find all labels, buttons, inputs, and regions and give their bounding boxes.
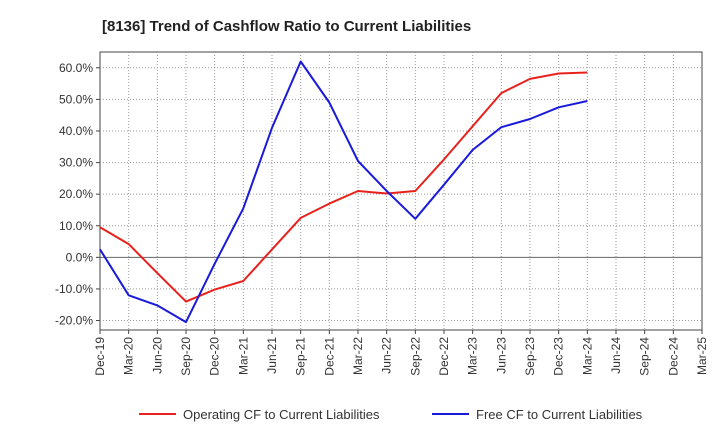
x-tick-label: Sep-20 xyxy=(179,337,193,376)
x-tick-label: Sep-23 xyxy=(523,337,537,376)
series-line-2 xyxy=(99,60,588,324)
y-tick-label: 50.0% xyxy=(59,92,93,106)
x-axis: Dec-19 Mar-20 Jun-20 Sep-20 Dec-20 Mar-21 Jun-… xyxy=(93,330,709,376)
y-tick-label: 10.0% xyxy=(59,219,93,233)
x-tick-label: Mar-20 xyxy=(122,337,136,375)
y-tick-label: -10.0% xyxy=(55,282,93,296)
x-tick-label: Mar-22 xyxy=(351,337,365,375)
y-tick-label: 40.0% xyxy=(59,124,93,138)
x-tick-label: Jun-24 xyxy=(609,337,623,374)
x-tick-label: Mar-24 xyxy=(580,337,594,375)
x-tick-label: Dec-21 xyxy=(322,337,336,376)
chart-title: [8136] Trend of Cashflow Ratio to Curren… xyxy=(102,18,471,35)
x-tick-label: Sep-24 xyxy=(638,337,652,376)
x-tick-label: Dec-22 xyxy=(437,337,451,376)
y-tick-label: 0.0% xyxy=(66,250,94,264)
legend: Operating CF to Current Liabilities Free … xyxy=(139,407,643,422)
legend-label-2: Free CF to Current Liabilities xyxy=(476,407,643,422)
y-tick-label: 20.0% xyxy=(59,187,93,201)
x-tick-label: Mar-23 xyxy=(466,337,480,375)
x-tick-label: Jun-20 xyxy=(150,337,164,374)
x-tick-label: Sep-22 xyxy=(408,337,422,376)
series-line-1 xyxy=(99,71,588,303)
series-lines xyxy=(99,60,588,324)
x-tick-label: Sep-21 xyxy=(294,337,308,376)
x-tick-label: Jun-23 xyxy=(494,337,508,374)
x-tick-label: Mar-21 xyxy=(236,337,250,375)
x-tick-label: Mar-25 xyxy=(695,337,709,375)
y-tick-label: 60.0% xyxy=(59,61,93,75)
y-axis: -20.0% -10.0% 0.0% 10.0% 20.0% 30.0% 40.0% 50.0… xyxy=(55,61,100,328)
y-tick-label: 30.0% xyxy=(59,156,93,170)
legend-label-1: Operating CF to Current Liabilities xyxy=(183,407,380,422)
y-tick-label: -20.0% xyxy=(55,314,93,328)
x-tick-label: Dec-23 xyxy=(552,337,566,376)
x-tick-label: Jun-22 xyxy=(380,337,394,374)
x-tick-label: Jun-21 xyxy=(265,337,279,374)
plot-frame xyxy=(99,51,703,331)
plot-area xyxy=(99,51,703,331)
x-tick-label: Dec-24 xyxy=(666,337,680,376)
x-tick-label: Dec-20 xyxy=(208,337,222,376)
x-tick-label: Dec-19 xyxy=(93,337,107,376)
